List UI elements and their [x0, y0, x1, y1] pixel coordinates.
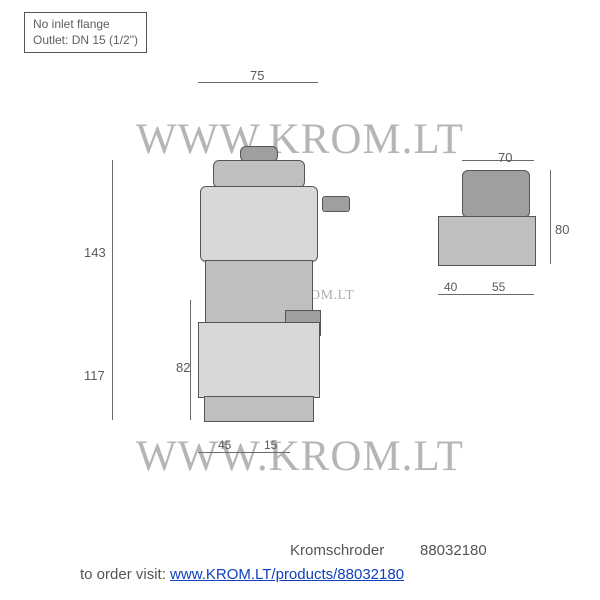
dim-base-w2: 15 [264, 438, 277, 452]
aux-device-body [438, 216, 536, 266]
dim-mid-height: 82 [176, 360, 190, 375]
main-device-actuator [200, 186, 318, 262]
spec-line-2-prefix: Outlet: [33, 33, 72, 47]
spec-line-2: Outlet: DN 15 (1/2") [33, 33, 138, 49]
dim-base-w1: 45 [218, 438, 231, 452]
dimline-aux-widths [438, 294, 534, 295]
main-device-base [198, 322, 320, 398]
dimline-aux-height [550, 170, 551, 264]
guide-left-outer [112, 160, 113, 420]
spec-line-2-value: DN 15 (1/2") [72, 33, 138, 47]
dim-left-lower: 117 [84, 368, 105, 383]
footer-order-prefix: to order visit: [80, 566, 170, 583]
main-device-foot [204, 396, 314, 422]
watermark-large-bottom: WWW.KROM.LT [0, 432, 600, 481]
dim-left-upper: 143 [84, 245, 106, 260]
dim-aux-w2: 55 [492, 280, 505, 294]
dim-aux-width: 70 [498, 150, 512, 165]
footer-brand: Kromschroder [290, 542, 384, 559]
dim-top-width: 75 [250, 68, 264, 83]
footer-code: 88032180 [420, 542, 487, 559]
dim-right-height: 80 [555, 222, 569, 237]
main-device-cap [213, 160, 305, 188]
spec-box: No inlet flange Outlet: DN 15 (1/2") [24, 12, 147, 53]
dimline-base-widths [198, 452, 290, 453]
main-device-cable-plug [322, 196, 350, 212]
footer-order-line: to order visit: www.KROM.LT/products/880… [80, 566, 404, 583]
aux-device-coil [462, 170, 530, 218]
dim-aux-w1: 40 [444, 280, 457, 294]
spec-line-1: No inlet flange [33, 17, 138, 33]
footer-order-link[interactable]: www.KROM.LT/products/88032180 [170, 566, 404, 583]
